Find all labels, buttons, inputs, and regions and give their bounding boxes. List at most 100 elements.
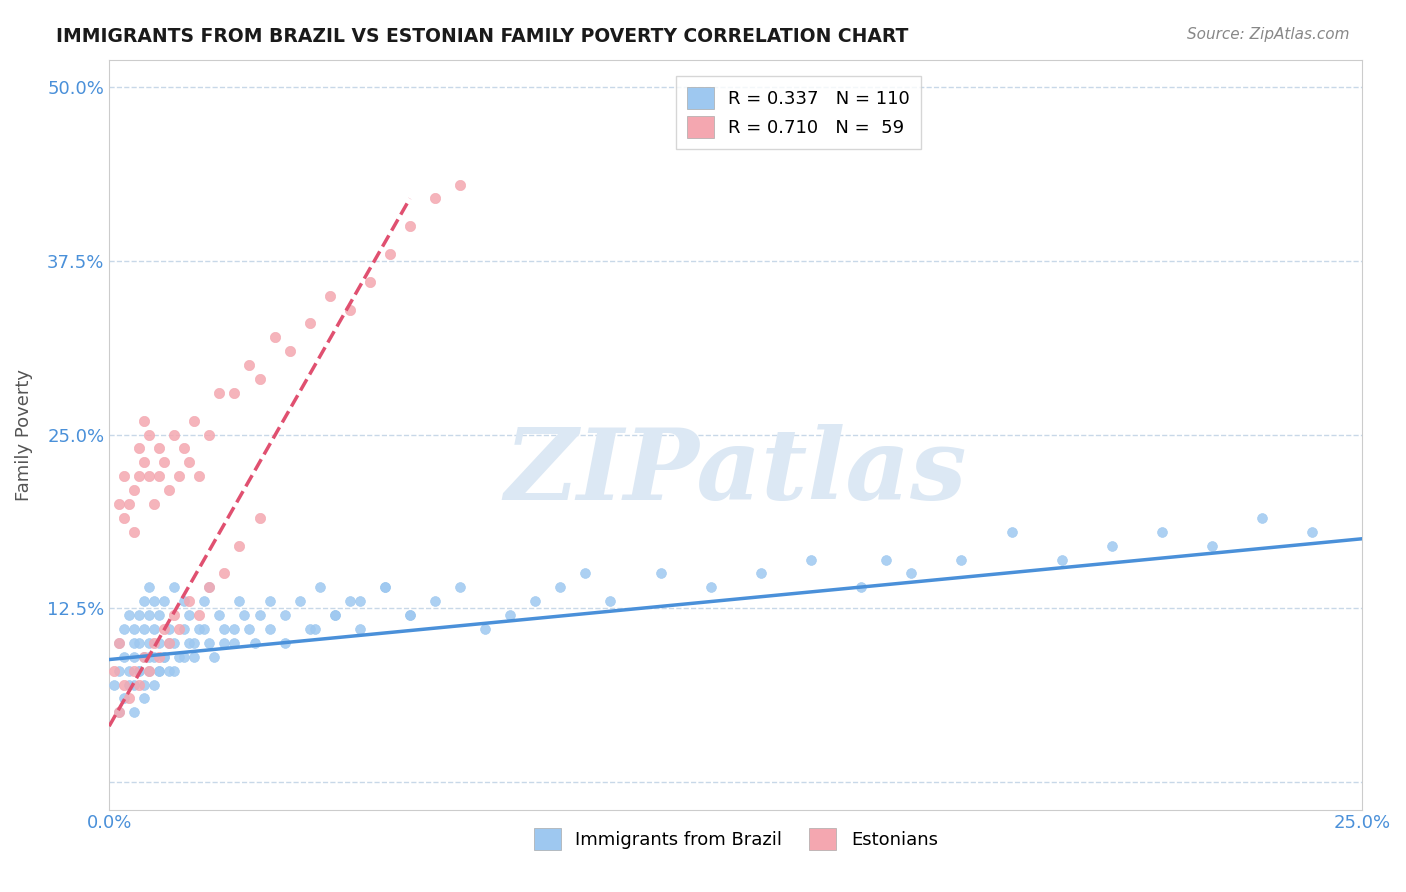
Point bbox=[1000, 524, 1022, 539]
Point bbox=[273, 608, 295, 623]
Point bbox=[134, 649, 156, 664]
Point bbox=[179, 455, 201, 469]
Point bbox=[138, 427, 160, 442]
Point bbox=[699, 580, 721, 594]
Point bbox=[143, 622, 166, 636]
Point bbox=[128, 636, 150, 650]
Point bbox=[749, 566, 772, 581]
Point bbox=[259, 594, 281, 608]
Point bbox=[138, 469, 160, 483]
Point bbox=[208, 385, 231, 400]
Point bbox=[188, 622, 211, 636]
Point bbox=[574, 566, 596, 581]
Text: Source: ZipAtlas.com: Source: ZipAtlas.com bbox=[1187, 27, 1350, 42]
Point bbox=[122, 706, 145, 720]
Text: ZIPatlas: ZIPatlas bbox=[505, 424, 967, 520]
Point bbox=[138, 580, 160, 594]
Point bbox=[599, 594, 621, 608]
Point bbox=[474, 622, 496, 636]
Point bbox=[249, 511, 271, 525]
Point bbox=[138, 664, 160, 678]
Point bbox=[108, 664, 131, 678]
Point bbox=[374, 580, 396, 594]
Point bbox=[378, 247, 401, 261]
Point bbox=[849, 580, 872, 594]
Point bbox=[339, 594, 361, 608]
Point bbox=[128, 442, 150, 456]
Point bbox=[183, 649, 205, 664]
Point bbox=[228, 594, 250, 608]
Point bbox=[259, 622, 281, 636]
Point bbox=[224, 636, 246, 650]
Point bbox=[288, 594, 311, 608]
Point bbox=[423, 594, 446, 608]
Point bbox=[153, 649, 176, 664]
Point bbox=[374, 580, 396, 594]
Point bbox=[449, 178, 471, 192]
Point bbox=[153, 455, 176, 469]
Point bbox=[173, 622, 195, 636]
Point bbox=[122, 483, 145, 497]
Point bbox=[214, 566, 236, 581]
Point bbox=[118, 608, 141, 623]
Point bbox=[157, 483, 180, 497]
Point bbox=[157, 664, 180, 678]
Point bbox=[143, 497, 166, 511]
Point bbox=[449, 580, 471, 594]
Point bbox=[134, 691, 156, 706]
Point bbox=[214, 636, 236, 650]
Point bbox=[134, 677, 156, 691]
Point bbox=[112, 649, 135, 664]
Point bbox=[108, 497, 131, 511]
Point bbox=[148, 664, 170, 678]
Point bbox=[108, 636, 131, 650]
Point bbox=[138, 649, 160, 664]
Point bbox=[188, 608, 211, 623]
Point bbox=[122, 636, 145, 650]
Point bbox=[122, 524, 145, 539]
Point bbox=[359, 275, 381, 289]
Point bbox=[128, 664, 150, 678]
Point bbox=[138, 664, 160, 678]
Point bbox=[128, 469, 150, 483]
Point bbox=[499, 608, 522, 623]
Point bbox=[173, 594, 195, 608]
Point bbox=[1050, 552, 1073, 566]
Point bbox=[163, 427, 186, 442]
Point bbox=[308, 580, 330, 594]
Point bbox=[349, 594, 371, 608]
Point bbox=[134, 622, 156, 636]
Point bbox=[249, 608, 271, 623]
Point bbox=[399, 219, 422, 234]
Point bbox=[143, 594, 166, 608]
Point bbox=[323, 608, 346, 623]
Point bbox=[153, 622, 176, 636]
Point bbox=[224, 385, 246, 400]
Point bbox=[163, 608, 186, 623]
Point bbox=[128, 677, 150, 691]
Point bbox=[118, 691, 141, 706]
Point bbox=[112, 622, 135, 636]
Point bbox=[118, 664, 141, 678]
Point bbox=[228, 539, 250, 553]
Point bbox=[153, 594, 176, 608]
Text: IMMIGRANTS FROM BRAZIL VS ESTONIAN FAMILY POVERTY CORRELATION CHART: IMMIGRANTS FROM BRAZIL VS ESTONIAN FAMIL… bbox=[56, 27, 908, 45]
Point bbox=[108, 706, 131, 720]
Point bbox=[103, 677, 125, 691]
Point bbox=[900, 566, 922, 581]
Point bbox=[143, 636, 166, 650]
Point bbox=[193, 594, 215, 608]
Point bbox=[163, 664, 186, 678]
Point bbox=[263, 330, 285, 344]
Point bbox=[193, 622, 215, 636]
Point bbox=[173, 649, 195, 664]
Point bbox=[148, 649, 170, 664]
Point bbox=[112, 677, 135, 691]
Point bbox=[198, 580, 221, 594]
Point bbox=[214, 622, 236, 636]
Point bbox=[349, 622, 371, 636]
Point bbox=[1251, 511, 1274, 525]
Point bbox=[179, 636, 201, 650]
Point bbox=[278, 344, 301, 359]
Point bbox=[423, 192, 446, 206]
